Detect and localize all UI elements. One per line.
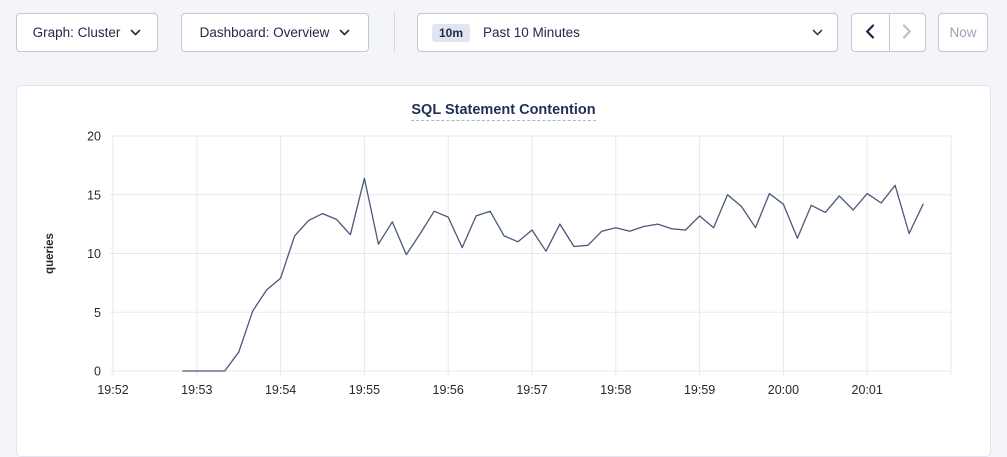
chevron-down-icon	[812, 29, 823, 36]
next-time-button[interactable]	[888, 14, 926, 51]
chevron-down-icon	[130, 29, 141, 36]
chart-card: SQL Statement Contention 0 5 10 15 20 19:52 19…	[16, 85, 991, 457]
chart-title-row: SQL Statement Contention	[17, 86, 990, 121]
svg-text:15: 15	[87, 188, 101, 202]
time-nav-group	[851, 13, 926, 52]
svg-text:queries: queries	[44, 233, 56, 274]
chevron-down-icon	[339, 29, 350, 36]
svg-text:0: 0	[94, 365, 101, 379]
svg-text:10: 10	[87, 247, 101, 261]
graph-dropdown[interactable]: Graph: Cluster	[16, 13, 158, 52]
sql-statement-contention-line-chart: 0 5 10 15 20 19:52 19:53 19:54 19:55 19:56 19:57 19…	[44, 130, 952, 397]
dashboard-dropdown-label: Dashboard: Overview	[199, 25, 330, 40]
svg-text:19:55: 19:55	[349, 383, 380, 397]
svg-text:19:57: 19:57	[516, 383, 547, 397]
svg-text:19:52: 19:52	[97, 383, 128, 397]
dashboard-dropdown[interactable]: Dashboard: Overview	[181, 13, 369, 52]
time-range-badge: 10m	[432, 23, 471, 42]
svg-text:19:54: 19:54	[265, 383, 296, 397]
chevron-left-icon	[865, 23, 875, 42]
svg-text:19:59: 19:59	[684, 383, 715, 397]
svg-text:20:01: 20:01	[852, 383, 883, 397]
svg-text:20:00: 20:00	[768, 383, 799, 397]
chart-title-link[interactable]: SQL Statement Contention	[411, 102, 596, 121]
svg-text:19:53: 19:53	[181, 383, 212, 397]
toolbar: Graph: Cluster Dashboard: Overview 10m P…	[0, 0, 1007, 70]
svg-text:19:58: 19:58	[600, 383, 631, 397]
prev-time-button[interactable]	[852, 14, 889, 51]
now-button[interactable]: Now	[938, 13, 988, 52]
time-range-picker[interactable]: 10m Past 10 Minutes	[417, 13, 838, 52]
svg-text:20: 20	[87, 130, 101, 144]
svg-text:5: 5	[94, 306, 101, 320]
toolbar-divider	[394, 11, 395, 53]
svg-text:19:56: 19:56	[433, 383, 464, 397]
chevron-right-icon	[902, 23, 912, 42]
graph-dropdown-label: Graph: Cluster	[32, 25, 121, 40]
time-range-label: Past 10 Minutes	[483, 25, 580, 40]
